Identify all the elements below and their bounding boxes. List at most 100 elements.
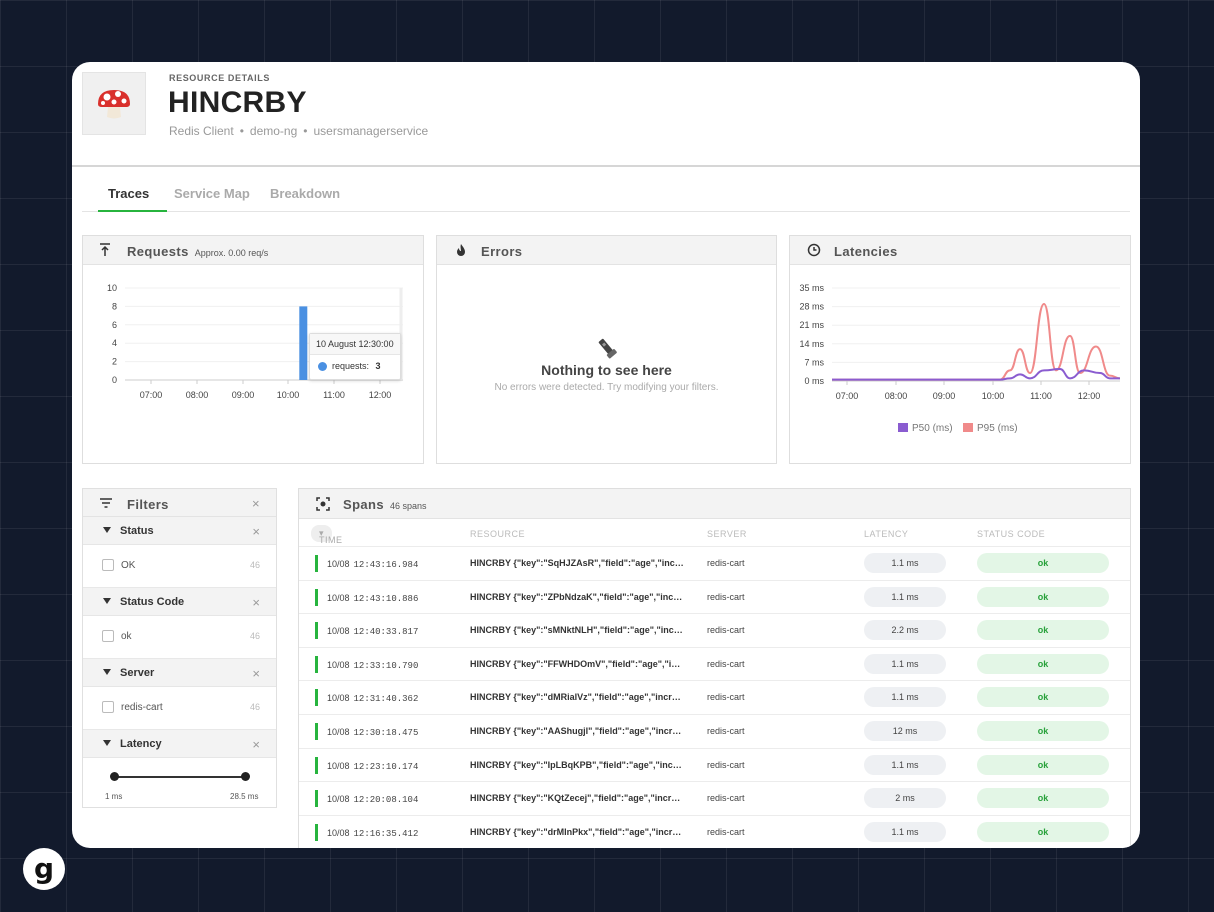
close-icon[interactable]: × [252, 737, 260, 752]
filter-option[interactable]: OK 46 [83, 545, 276, 587]
y-tick-label: 35 ms [799, 283, 824, 293]
span-server: redis-cart [707, 692, 745, 703]
slider-min-handle[interactable] [110, 772, 119, 781]
span-resource: HINCRBY {"key":"dMRialVz","field":"age",… [470, 692, 685, 703]
status-bar [315, 622, 318, 640]
resource-header: RESOURCE DETAILS HINCRBY Redis Client • de… [72, 62, 1140, 167]
filter-title: Status Code [120, 596, 185, 608]
brand-logo: g [23, 848, 65, 890]
fire-icon [457, 244, 465, 256]
span-server: redis-cart [707, 558, 745, 568]
table-row[interactable]: 10/08 12:30:18.475 HINCRBY {"key":"AAShug… [299, 715, 1130, 749]
span-status-badge: ok [977, 653, 1109, 674]
span-resource: HINCRBY {"key":"drMlnPkx","field":"age",… [470, 826, 685, 837]
series-line [832, 302, 1121, 381]
focus-icon [316, 497, 330, 511]
table-row[interactable]: 10/08 12:40:33.817 HINCRBY {"key":"sMNktN… [299, 614, 1130, 648]
errors-title: Errors [481, 244, 523, 259]
meta-service[interactable]: usersmanagerservice [313, 124, 429, 138]
span-server: redis-cart [707, 625, 745, 636]
x-tick-label: 08:00 [885, 391, 908, 401]
meta-type: Redis Client [169, 124, 234, 138]
y-tick-label: 2 [112, 357, 117, 367]
tab-breakdown[interactable]: Breakdown [270, 186, 341, 201]
x-tick-label: 09:00 [933, 391, 956, 401]
requests-panel: Requests Approx. 0.00 req/s 0 2 4 6 8 10 07:00 0… [82, 235, 424, 464]
header-eyebrow: RESOURCE DETAILS [169, 73, 270, 83]
x-tick-label: 10:00 [277, 390, 300, 400]
span-latency: 1.1 ms [864, 821, 946, 842]
span-latency: 1.1 ms [864, 687, 946, 708]
resource-details-card: RESOURCE DETAILS HINCRBY Redis Client • de… [72, 62, 1140, 848]
y-tick-label: 6 [112, 320, 117, 330]
span-resource: HINCRBY {"key":"FFWHDOmV","field":"age",… [470, 658, 685, 669]
col-server[interactable]: SERVER [707, 529, 747, 539]
filter-option[interactable]: redis-cart 46 [83, 687, 276, 729]
latency-slider[interactable]: 1 ms 28.5 ms [83, 758, 276, 812]
filter-title: Status [120, 525, 154, 537]
table-row[interactable]: 10/08 12:33:10.790 HINCRBY {"key":"FFWHDO… [299, 648, 1130, 682]
checkbox[interactable] [102, 630, 114, 642]
filters-close-icon[interactable]: × [252, 496, 260, 511]
close-icon[interactable]: × [252, 666, 260, 681]
x-tick-label: 12:00 [1078, 391, 1101, 401]
tooltip-dot [318, 362, 327, 372]
table-row[interactable]: 10/08 12:16:35.412 HINCRBY {"key":"drMlnP… [299, 816, 1130, 848]
spans-header: Spans 46 spans [299, 489, 1130, 519]
latencies-chart: 0 ms 7 ms 14 ms 21 ms 28 ms 35 ms 07:00 08:00 09… [799, 283, 1121, 434]
close-icon[interactable]: × [252, 595, 260, 610]
checkbox[interactable] [102, 559, 114, 571]
span-resource: HINCRBY {"key":"SqHJZAsR","field":"age",… [470, 558, 685, 568]
status-bar [315, 655, 318, 673]
requests-subtitle: Approx. 0.00 req/s [194, 248, 269, 258]
checkbox[interactable] [102, 701, 114, 713]
tooltip-value: 3 [375, 361, 381, 371]
span-server: redis-cart [707, 658, 745, 669]
filters-title: Filters [127, 497, 169, 512]
col-resource[interactable]: RESOURCE [470, 529, 526, 539]
span-time: 10/08 12:43:10.886 [327, 592, 419, 604]
span-resource: HINCRBY {"key":"IpLBqKPB","field":"age",… [470, 759, 685, 770]
spans-table-body: 10/08 12:43:16.984 HINCRBY {"key":"SqHJZA… [299, 547, 1130, 848]
caret-down-icon[interactable] [103, 527, 111, 533]
span-server: redis-cart [707, 759, 745, 770]
span-latency: 1.1 ms [864, 653, 946, 674]
bar [299, 306, 308, 380]
x-tick-label: 12:00 [369, 390, 392, 400]
table-row[interactable]: 10/08 12:43:16.984 HINCRBY {"key":"SqHJZA… [299, 547, 1130, 581]
spans-title: Spans [343, 497, 385, 512]
table-row[interactable]: 10/08 12:20:08.104 HINCRBY {"key":"KQtZec… [299, 782, 1130, 816]
table-row[interactable]: 10/08 12:23:10.174 HINCRBY {"key":"IpLBqK… [299, 749, 1130, 783]
option-count: 46 [249, 560, 260, 570]
table-row[interactable]: 10/08 12:43:10.886 HINCRBY {"key":"ZPbNdz… [299, 581, 1130, 615]
caret-down-icon[interactable] [103, 740, 111, 746]
caret-down-icon[interactable] [103, 669, 111, 675]
filters-header: Filters × [83, 489, 276, 517]
y-tick-label: 14 ms [799, 339, 824, 349]
slider-max-label: 28.5 ms [230, 792, 259, 801]
span-latency: 1.1 ms [864, 553, 946, 573]
close-icon[interactable]: × [252, 524, 260, 539]
mushroom-icon [82, 72, 146, 135]
tab-traces[interactable]: Traces [98, 186, 167, 212]
span-status-badge: ok [977, 754, 1109, 775]
requests-tooltip: 10 August 12:30:00 requests: 3 [309, 333, 401, 380]
table-row[interactable]: 10/08 12:31:40.362 HINCRBY {"key":"dMRial… [299, 681, 1130, 715]
col-latency[interactable]: LATENCY [864, 529, 909, 539]
caret-down-icon[interactable] [103, 598, 111, 604]
tab-service-map[interactable]: Service Map [174, 186, 250, 201]
clock-icon [807, 243, 821, 257]
filter-title: Server [120, 667, 155, 679]
slider-max-handle[interactable] [241, 772, 250, 781]
latencies-panel-header: Latencies [790, 236, 1130, 265]
filter-option[interactable]: ok 46 [83, 616, 276, 658]
span-time: 10/08 12:40:33.817 [327, 626, 419, 638]
x-tick-label: 09:00 [232, 390, 255, 400]
errors-empty-text: No errors were detected. Try modifying y… [494, 382, 719, 393]
requests-panel-header: Requests Approx. 0.00 req/s [83, 236, 423, 265]
col-status-code[interactable]: STATUS CODE [977, 529, 1046, 539]
status-bar [315, 689, 318, 707]
filter-server: Server × redis-cart 46 [83, 659, 276, 730]
x-tick-label: 11:00 [1030, 391, 1052, 401]
sort-time-button[interactable]: TIME ▾ [311, 525, 342, 545]
